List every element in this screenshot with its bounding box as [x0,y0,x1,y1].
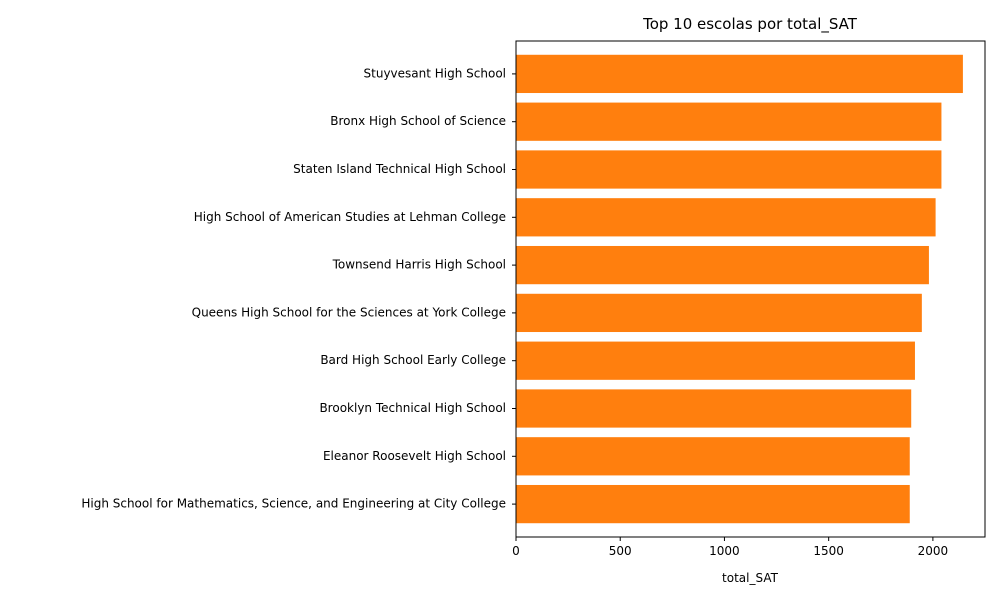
bar [516,54,963,94]
x-tick-label: 1500 [813,544,844,558]
bar [516,102,942,141]
x-axis-label: total_SAT [722,571,779,585]
axes-layer: Stuyvesant High School Bronx High School … [81,40,986,558]
y-tick-label: Bronx High School of Science [330,114,506,128]
y-tick-label: High School of American Studies at Lehma… [194,210,506,224]
y-tick-label: Townsend Harris High School [332,258,506,272]
y-tick-label: High School for Mathematics, Science, an… [81,497,506,511]
x-tick-label: 500 [609,544,632,558]
chart-title: Top 10 escolas por total_SAT [642,15,858,34]
y-tick-label: Stuyvesant High School [364,66,506,80]
bar [516,293,922,333]
y-tick-label: Brooklyn Technical High School [319,401,506,415]
x-tick-label: 0 [512,544,520,558]
y-tick-label: Queens High School for the Sciences at Y… [192,305,506,319]
x-tick-label: 1000 [709,544,740,558]
y-tick-label: Staten Island Technical High School [293,162,506,176]
plot-frame [515,40,986,538]
bar [516,245,929,285]
y-tick-label: Bard High School Early College [320,353,506,367]
bar [516,389,912,428]
x-tick-label: 2000 [918,544,949,558]
bar [516,484,910,524]
bars-layer [516,54,963,524]
bar [516,341,915,380]
bar [516,198,936,237]
y-tick-label: Eleanor Roosevelt High School [323,449,506,463]
bar [516,150,942,189]
bar [516,437,910,476]
